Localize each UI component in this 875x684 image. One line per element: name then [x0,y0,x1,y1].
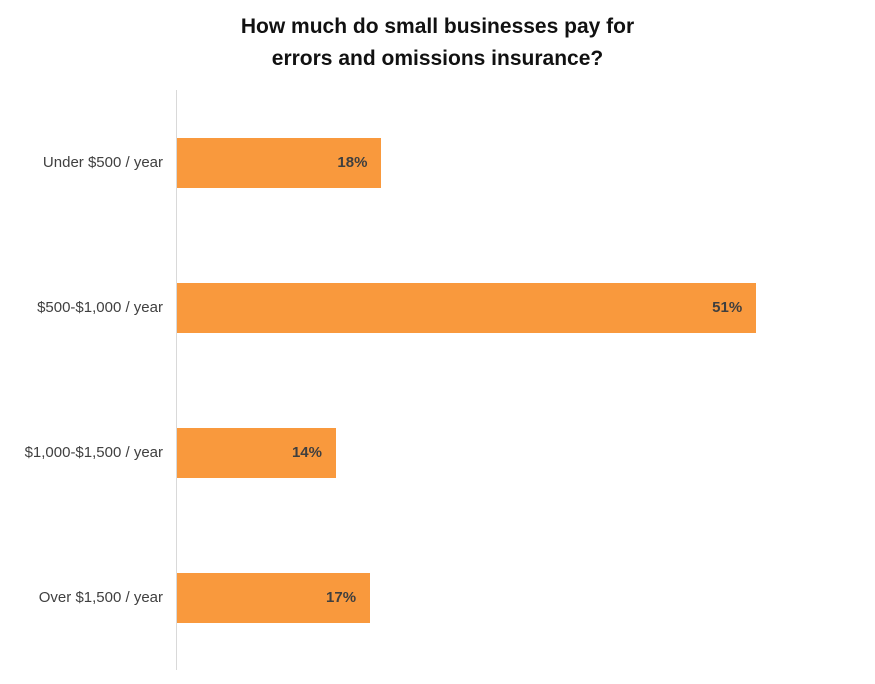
chart-title: How much do small businesses pay for err… [0,0,875,90]
plot: Under $500 / year 18% $500-$1,000 / year… [0,90,812,670]
y-axis-line [176,90,177,670]
category-label: Under $500 / year [42,154,163,171]
chart-title-line-2: errors and omissions insurance? [271,47,604,70]
chart-title-line-1: How much do small businesses pay for [240,15,635,38]
bar: 14% [177,427,336,478]
category-label: $1,000-$1,500 / year [24,444,163,461]
bar-row: 18% [176,90,812,235]
bar-row: 51% [176,235,812,380]
bar: 18% [177,137,382,188]
bar-value-label: 17% [326,589,357,606]
category-label: Over $1,500 / year [38,589,163,606]
bar: 51% [177,282,757,333]
bar-value-label: 18% [337,154,368,171]
bar-value-label: 14% [291,444,322,461]
bar-row: 17% [176,525,812,670]
category-label: $500-$1,000 / year [37,299,163,316]
bar-value-label: 51% [712,299,743,316]
bar-row: 14% [176,380,812,525]
bar: 17% [177,572,371,623]
